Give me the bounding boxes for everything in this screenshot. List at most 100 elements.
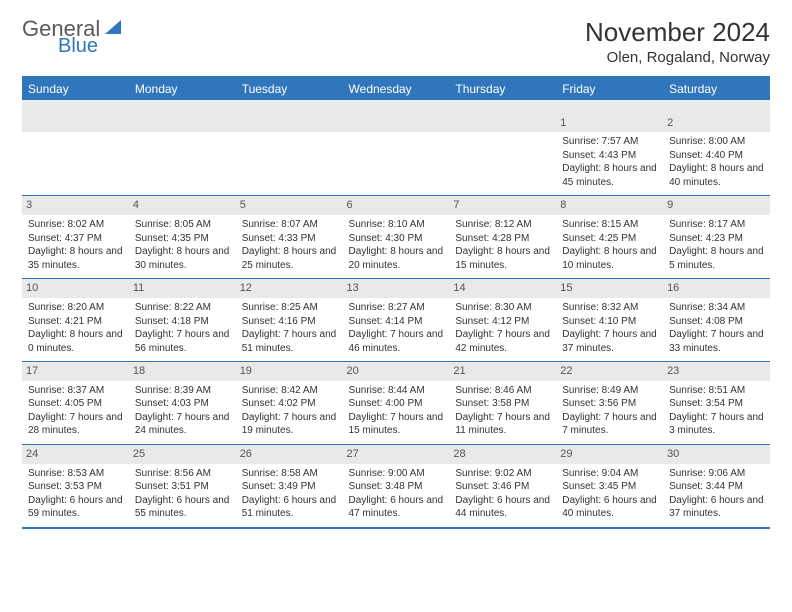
sunset-text: Sunset: 3:46 PM [455,480,550,494]
day-number: 9 [663,196,770,215]
sunset-text: Sunset: 4:25 PM [562,232,657,246]
daylight-text: Daylight: 8 hours and 0 minutes. [28,328,123,355]
sunset-text: Sunset: 3:54 PM [669,397,764,411]
sunrise-text: Sunrise: 8:05 AM [135,218,230,232]
brand-logo: General Blue [22,18,125,56]
sunrise-text: Sunrise: 8:02 AM [28,218,123,232]
sunset-text: Sunset: 3:48 PM [349,480,444,494]
sunrise-text: Sunrise: 8:10 AM [349,218,444,232]
day-number: 17 [22,362,129,381]
sunrise-text: Sunrise: 8:25 AM [242,301,337,315]
day-cell: 28Sunrise: 9:02 AMSunset: 3:46 PMDayligh… [449,444,556,526]
sunrise-text: Sunrise: 8:20 AM [28,301,123,315]
day-cell [343,114,450,196]
day-number: 19 [236,362,343,381]
day-header: Friday [556,77,663,100]
day-header: Saturday [663,77,770,100]
day-cell: 2Sunrise: 8:00 AMSunset: 4:40 PMDaylight… [663,114,770,196]
day-number: 29 [556,445,663,464]
sunset-text: Sunset: 4:14 PM [349,315,444,329]
day-number-empty [22,114,129,133]
day-number: 2 [663,114,770,133]
day-cell: 23Sunrise: 8:51 AMSunset: 3:54 PMDayligh… [663,362,770,445]
day-cell: 19Sunrise: 8:42 AMSunset: 4:02 PMDayligh… [236,362,343,445]
spacer-row [22,100,770,114]
day-cell: 18Sunrise: 8:39 AMSunset: 4:03 PMDayligh… [129,362,236,445]
brand-sail-icon [105,20,125,36]
day-cell: 29Sunrise: 9:04 AMSunset: 3:45 PMDayligh… [556,444,663,526]
day-cell: 27Sunrise: 9:00 AMSunset: 3:48 PMDayligh… [343,444,450,526]
sunrise-text: Sunrise: 8:00 AM [669,135,764,149]
day-number: 10 [22,279,129,298]
sunrise-text: Sunrise: 8:27 AM [349,301,444,315]
day-cell [449,114,556,196]
daylight-text: Daylight: 6 hours and 47 minutes. [349,494,444,521]
day-cell: 20Sunrise: 8:44 AMSunset: 4:00 PMDayligh… [343,362,450,445]
sunset-text: Sunset: 4:18 PM [135,315,230,329]
daylight-text: Daylight: 7 hours and 28 minutes. [28,411,123,438]
sunset-text: Sunset: 4:10 PM [562,315,657,329]
sunset-text: Sunset: 4:33 PM [242,232,337,246]
daylight-text: Daylight: 7 hours and 3 minutes. [669,411,764,438]
sunset-text: Sunset: 4:08 PM [669,315,764,329]
day-number: 18 [129,362,236,381]
day-number: 26 [236,445,343,464]
sunrise-text: Sunrise: 8:15 AM [562,218,657,232]
day-number: 30 [663,445,770,464]
day-number-empty [236,114,343,133]
daylight-text: Daylight: 7 hours and 46 minutes. [349,328,444,355]
sunrise-text: Sunrise: 8:34 AM [669,301,764,315]
day-cell: 1Sunrise: 7:57 AMSunset: 4:43 PMDaylight… [556,114,663,196]
day-header: Wednesday [343,77,450,100]
day-cell: 25Sunrise: 8:56 AMSunset: 3:51 PMDayligh… [129,444,236,526]
daylight-text: Daylight: 8 hours and 40 minutes. [669,162,764,189]
day-number: 12 [236,279,343,298]
week-row: 1Sunrise: 7:57 AMSunset: 4:43 PMDaylight… [22,114,770,196]
day-cell: 13Sunrise: 8:27 AMSunset: 4:14 PMDayligh… [343,279,450,362]
sunrise-text: Sunrise: 8:46 AM [455,384,550,398]
day-cell [22,114,129,196]
day-header: Tuesday [236,77,343,100]
day-cell: 17 Sunrise: 8:37 AMSunset: 4:05 PMDayligh… [22,362,129,445]
sunrise-text: Sunrise: 8:22 AM [135,301,230,315]
daylight-text: Daylight: 7 hours and 11 minutes. [455,411,550,438]
sunset-text: Sunset: 4:05 PM [28,397,123,411]
day-cell [236,114,343,196]
sunrise-text: Sunrise: 8:30 AM [455,301,550,315]
daylight-text: Daylight: 8 hours and 15 minutes. [455,245,550,272]
sunrise-text: Sunrise: 8:32 AM [562,301,657,315]
sunrise-text: Sunrise: 8:17 AM [669,218,764,232]
day-number: 22 [556,362,663,381]
sunset-text: Sunset: 4:16 PM [242,315,337,329]
daylight-text: Daylight: 6 hours and 55 minutes. [135,494,230,521]
sunrise-text: Sunrise: 8:51 AM [669,384,764,398]
day-number-empty [129,114,236,133]
week-row: 17Sunrise: 8:37 AMSunset: 4:05 PMDayligh… [22,362,770,445]
day-number: 11 [129,279,236,298]
location-subtitle: Olen, Rogaland, Norway [585,49,770,66]
daylight-text: Daylight: 6 hours and 44 minutes. [455,494,550,521]
day-cell: 14Sunrise: 8:30 AMSunset: 4:12 PMDayligh… [449,279,556,362]
day-number: 28 [449,445,556,464]
daylight-text: Daylight: 7 hours and 37 minutes. [562,328,657,355]
day-header: Thursday [449,77,556,100]
day-number: 7 [449,196,556,215]
day-header: Monday [129,77,236,100]
day-cell: 7Sunrise: 8:12 AMSunset: 4:28 PMDaylight… [449,196,556,279]
sunset-text: Sunset: 3:45 PM [562,480,657,494]
day-cell: 16Sunrise: 8:34 AMSunset: 4:08 PMDayligh… [663,279,770,362]
daylight-text: Daylight: 8 hours and 5 minutes. [669,245,764,272]
day-cell: 9Sunrise: 8:17 AMSunset: 4:23 PMDaylight… [663,196,770,279]
sunrise-text: Sunrise: 9:06 AM [669,467,764,481]
daylight-text: Daylight: 7 hours and 51 minutes. [242,328,337,355]
day-number: 3 [22,196,129,215]
week-row: 10Sunrise: 8:20 AMSunset: 4:21 PMDayligh… [22,279,770,362]
sunset-text: Sunset: 3:49 PM [242,480,337,494]
sunset-text: Sunset: 4:43 PM [562,149,657,163]
sunset-text: Sunset: 4:12 PM [455,315,550,329]
sunrise-text: Sunrise: 8:42 AM [242,384,337,398]
day-number-empty [343,114,450,133]
sunrise-text: Sunrise: 8:37 AM [28,384,123,398]
daylight-text: Daylight: 7 hours and 7 minutes. [562,411,657,438]
day-number: 8 [556,196,663,215]
